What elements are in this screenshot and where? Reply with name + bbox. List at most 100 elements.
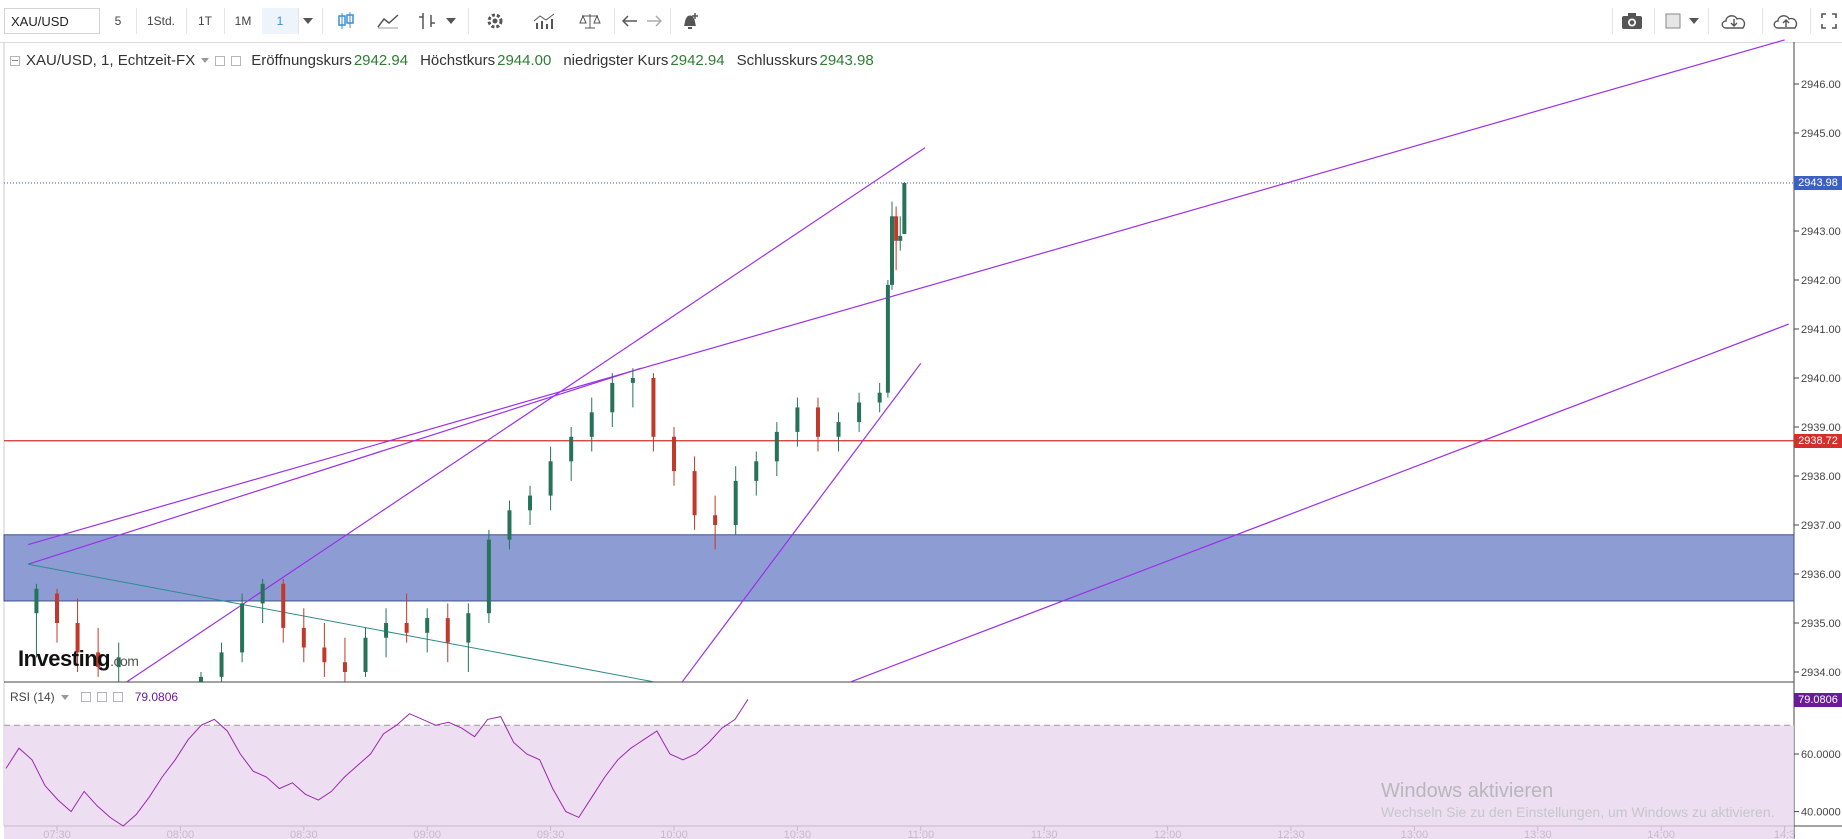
save-chart-button[interactable] (1766, 8, 1806, 34)
candle-body (342, 662, 347, 672)
rsi-legend: RSI (14) 79.0806 (10, 690, 178, 704)
candle-body (733, 480, 738, 525)
candle-body (672, 436, 676, 472)
redo-icon (647, 15, 662, 27)
candle-body (363, 637, 368, 672)
candle-body (610, 382, 615, 413)
candle-body (754, 461, 759, 481)
candle-style-button[interactable] (328, 8, 364, 34)
candle-body (260, 583, 265, 604)
compare-button[interactable] (572, 8, 608, 34)
candle-body (445, 618, 450, 643)
cloud-upload-icon (1773, 15, 1798, 29)
last-price-tag: 2943.98 (1794, 175, 1842, 190)
redo-button[interactable] (642, 8, 666, 34)
candle-body (589, 412, 594, 437)
price-tick-label: 2935.00 (1801, 618, 1841, 630)
chevron-down-icon[interactable] (201, 58, 210, 63)
rsi-price-tag: 79.0806 (1794, 693, 1842, 707)
low-value: 2942.94 (670, 52, 725, 69)
candle-body (569, 436, 574, 462)
fullscreen-button[interactable] (1816, 8, 1842, 34)
candle-body (281, 583, 286, 628)
scale-icon (579, 14, 601, 29)
price-tick-label: 2945.00 (1801, 128, 1841, 140)
alert-button[interactable] (674, 8, 706, 34)
trend-line[interactable] (28, 367, 642, 565)
visibility-icon[interactable] (80, 692, 91, 702)
trend-line[interactable] (681, 362, 922, 683)
settings-small-icon[interactable] (96, 692, 107, 702)
price-tick-label: 2942.00 (1801, 275, 1841, 287)
trend-line[interactable] (126, 147, 926, 683)
candle-body (713, 515, 718, 525)
open-label: Eröffnungskurs (251, 52, 352, 69)
chevron-down-icon (303, 18, 313, 24)
candle-body (548, 461, 553, 496)
symbol-input[interactable]: XAU/USD (4, 8, 100, 34)
interval-1t[interactable]: 1T (186, 8, 225, 34)
price-tick-label: 2946.00 (1801, 79, 1841, 91)
legend-title[interactable]: XAU/USD, 1, Echtzeit-FX (26, 52, 196, 69)
price-tick-label: 2937.00 (1801, 520, 1841, 532)
price-tick-label: 2934.00 (1801, 667, 1841, 679)
interval-5[interactable]: 5 (100, 8, 137, 34)
load-chart-button[interactable] (1714, 8, 1754, 34)
rsi-value: 79.0806 (134, 690, 179, 704)
candle-body (836, 422, 841, 437)
chevron-down-icon[interactable] (60, 694, 69, 700)
support-zone[interactable] (3, 534, 1795, 602)
candle-body (894, 216, 899, 241)
price-tick-label: 2941.00 (1801, 324, 1841, 336)
undo-icon (622, 15, 637, 27)
candle-body (404, 623, 409, 633)
candle-body (116, 657, 121, 668)
candle-body (507, 510, 512, 540)
close-icon[interactable] (112, 692, 123, 702)
close-label: Schlusskurs (736, 52, 818, 69)
gear-icon (487, 13, 503, 29)
candle-body (198, 676, 203, 682)
screenshot-button[interactable] (1616, 8, 1648, 34)
bar-chart-icon (533, 13, 555, 29)
chart-type-button[interactable] (370, 8, 406, 34)
candle-body (322, 647, 327, 663)
settings-small-icon[interactable] (231, 55, 242, 66)
candle-body (425, 618, 430, 633)
trend-line-teal[interactable] (28, 563, 654, 683)
area-chart-icon (377, 14, 399, 29)
interval-1std[interactable]: 1Std. (136, 8, 187, 34)
candle-body (240, 603, 245, 653)
candle-body (486, 539, 491, 614)
fullscreen-icon (1821, 13, 1837, 29)
camera-icon (1622, 13, 1642, 29)
candle-body (857, 402, 862, 423)
layout-button[interactable] (1660, 8, 1686, 34)
candle-body (528, 495, 533, 511)
interval-dropdown-button[interactable] (298, 8, 318, 34)
undo-button[interactable] (618, 8, 642, 34)
candle-body (877, 392, 882, 403)
visibility-icon[interactable] (215, 55, 226, 66)
candle-body (96, 652, 101, 668)
studies-button[interactable] (526, 8, 562, 34)
price-tick-label: 2943.00 (1801, 226, 1841, 238)
indicators-dropdown-button[interactable] (442, 8, 460, 34)
chevron-down-icon (1689, 18, 1699, 24)
rsi-label[interactable]: RSI (14) (10, 690, 55, 704)
indicators-button[interactable] (412, 8, 442, 34)
candle-body (885, 284, 890, 393)
collapse-toggle-icon[interactable] (10, 55, 20, 66)
interval-1[interactable]: 1 (262, 8, 299, 34)
settings-button[interactable] (480, 8, 510, 34)
trend-line[interactable] (28, 39, 1785, 546)
candle-body (55, 593, 59, 623)
layout-dropdown-button[interactable] (1686, 8, 1702, 34)
candle-body (34, 588, 39, 614)
bell-plus-icon (684, 13, 698, 29)
trend-line[interactable] (850, 323, 1789, 683)
candle-body (651, 378, 656, 437)
windows-activation-title: Windows aktivieren (1381, 780, 1554, 802)
investing-logo: Investing.com (18, 646, 139, 672)
